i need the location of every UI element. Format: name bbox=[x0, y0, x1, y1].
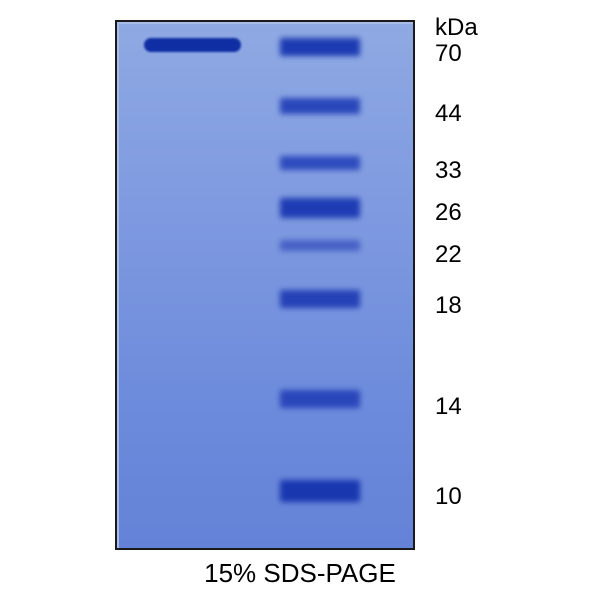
marker-label-70: 70 bbox=[435, 40, 462, 68]
sample-main-band bbox=[144, 38, 242, 52]
marker-label-26: 26 bbox=[435, 199, 462, 227]
ladder-33 bbox=[280, 156, 360, 170]
marker-label-33: 33 bbox=[435, 157, 462, 185]
ladder-10 bbox=[280, 480, 360, 502]
ladder-70 bbox=[280, 38, 360, 56]
ladder-14 bbox=[280, 390, 360, 408]
marker-label-14: 14 bbox=[435, 393, 462, 421]
figure-caption: 15% SDS-PAGE bbox=[170, 558, 430, 589]
ladder-44 bbox=[280, 98, 360, 114]
gel-figure: kDa 70 44 33 26 22 18 14 10 15% SDS-PAGE bbox=[0, 0, 600, 600]
unit-label-kda: kDa bbox=[435, 14, 478, 42]
lane-ladder bbox=[280, 22, 360, 548]
ladder-26 bbox=[280, 198, 360, 218]
marker-label-10: 10 bbox=[435, 483, 462, 511]
marker-label-22: 22 bbox=[435, 241, 462, 269]
marker-label-44: 44 bbox=[435, 100, 462, 128]
ladder-18 bbox=[280, 290, 360, 308]
gel-frame bbox=[115, 20, 415, 550]
marker-label-18: 18 bbox=[435, 292, 462, 320]
lane-sample bbox=[144, 22, 242, 548]
ladder-22 bbox=[280, 240, 360, 251]
